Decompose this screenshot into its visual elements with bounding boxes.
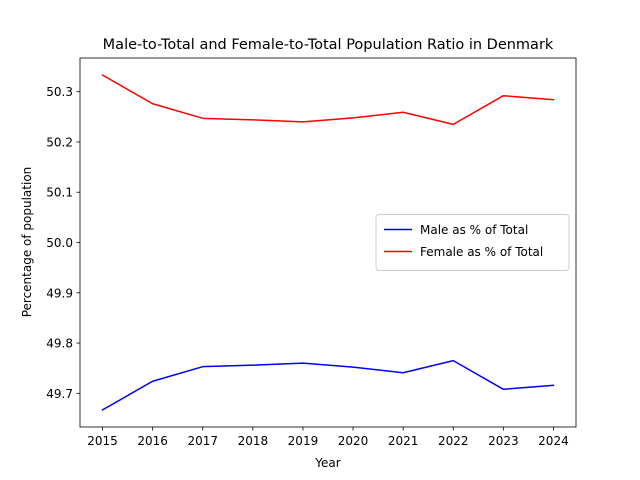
x-axis: 2015 2016 2017 2018 2019 2020 2021 2022 2023 2024 (87, 427, 569, 448)
series-line-2 (101, 74, 555, 126)
series-line-1 (101, 359, 555, 411)
y-tick-label: 50.2 (46, 135, 73, 149)
y-tick-label: 50.1 (46, 186, 73, 200)
x-tick-label: 2023 (488, 434, 519, 448)
y-axis: 49.7 49.8 49.9 50.0 50.1 50.2 50.3 (46, 85, 80, 401)
y-tick-label: 50.3 (46, 85, 73, 99)
y-tick-label: 50.0 (46, 236, 73, 250)
x-tick-label: 2019 (288, 434, 319, 448)
y-tick-label: 49.9 (46, 286, 73, 300)
series-layer (101, 74, 555, 411)
legend-label: Male as % of Total (420, 223, 528, 237)
legend-box (375, 214, 570, 271)
y-axis-label: Percentage of population (20, 167, 34, 318)
x-tick-label: 2022 (438, 434, 469, 448)
legend-label: Female as % of Total (420, 245, 543, 259)
x-axis-label: Year (314, 456, 340, 470)
legend: Male as % of Total Female as % of Total (375, 214, 570, 271)
y-tick-label: 49.7 (46, 387, 73, 401)
x-tick-label: 2021 (388, 434, 419, 448)
x-tick-label: 2018 (238, 434, 269, 448)
chart-title: Male-to-Total and Female-to-Total Popula… (103, 37, 554, 53)
x-tick-label: 2016 (137, 434, 168, 448)
y-tick-label: 49.8 (46, 337, 73, 351)
x-tick-label: 2017 (187, 434, 218, 448)
x-tick-label: 2024 (538, 434, 569, 448)
x-tick-label: 2015 (87, 434, 118, 448)
x-tick-label: 2020 (338, 434, 369, 448)
